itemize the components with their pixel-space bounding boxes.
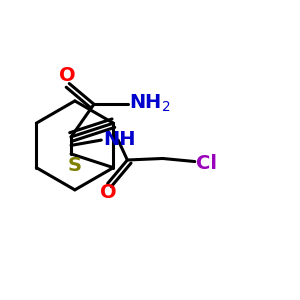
Text: Cl: Cl	[196, 154, 218, 172]
Text: O: O	[100, 183, 117, 202]
Text: O: O	[59, 66, 76, 85]
Text: NH: NH	[103, 130, 135, 149]
Text: NH$_2$: NH$_2$	[129, 93, 171, 114]
Text: S: S	[67, 156, 81, 175]
